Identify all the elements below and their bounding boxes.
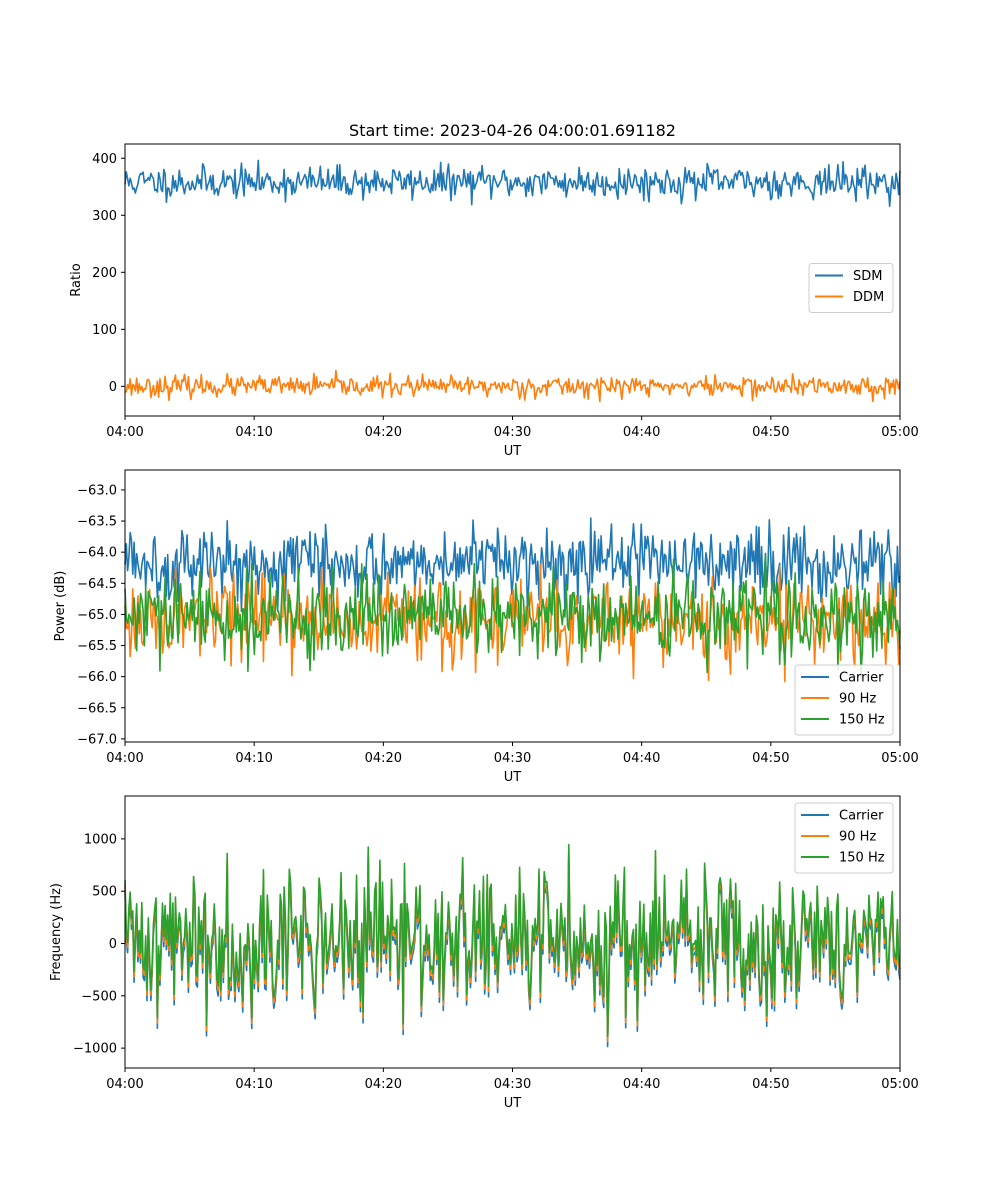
x-tick-label: 04:30 — [494, 1077, 531, 1092]
x-tick-label: 04:20 — [365, 425, 402, 440]
legend-box — [794, 664, 894, 736]
legend: SDM DDM — [808, 263, 894, 313]
y-tick-label: 300 — [92, 209, 117, 224]
legend-box — [794, 802, 894, 874]
x-tick-label: 04:40 — [623, 751, 660, 766]
x-tick-label: 04:10 — [235, 425, 272, 440]
y-tick-label: −500 — [81, 989, 117, 1004]
y-tick-label: 1000 — [84, 832, 117, 847]
axes-frame — [124, 143, 901, 417]
legend-label: 150 Hz — [839, 713, 885, 728]
legend-label: 90 Hz — [839, 692, 876, 707]
legend-label: DDM — [853, 290, 884, 305]
y-tick-label: −63.5 — [77, 515, 117, 530]
legend: Carrier 90 Hz 150 Hz — [794, 664, 894, 736]
x-tick-label: 04:10 — [235, 751, 272, 766]
x-tick-label: 04:00 — [106, 1077, 143, 1092]
subplot-1: 04:00 04:10 04:20 04:30 04:40 04:50 05:00 0 100 2… — [69, 143, 919, 459]
x-tick-label: 04:50 — [752, 1077, 789, 1092]
x-tick-label: 05:00 — [881, 751, 918, 766]
y-tick-label: −64.5 — [77, 577, 117, 592]
y-axis-label: Ratio — [69, 263, 84, 296]
x-tick-label: 04:50 — [752, 751, 789, 766]
y-tick-label: −65.0 — [77, 608, 117, 623]
y-tick-label: 500 — [92, 885, 117, 900]
x-tick-label: 04:00 — [106, 751, 143, 766]
series-line-150-hz — [124, 554, 901, 680]
y-tick-label: −64.0 — [77, 546, 117, 561]
legend-label: 150 Hz — [839, 851, 885, 866]
x-tick-label: 04:00 — [106, 425, 143, 440]
subplot-2: 04:00 04:10 04:20 04:30 04:40 04:50 05:00 −63.0… — [53, 469, 919, 785]
legend-label: SDM — [853, 269, 882, 284]
legend-label: Carrier — [839, 809, 884, 824]
y-tick-label: −1000 — [73, 1042, 117, 1057]
legend: Carrier 90 Hz 150 Hz — [794, 802, 894, 874]
x-tick-label: 04:10 — [235, 1077, 272, 1092]
figure-title: Start time: 2023-04-26 04:00:01.691182 — [349, 121, 676, 140]
y-tick-label: 100 — [92, 323, 117, 338]
y-axis-label: Power (dB) — [53, 571, 68, 642]
y-tick-label: −66.0 — [77, 670, 117, 685]
y-tick-label: 200 — [92, 266, 117, 281]
legend-label: Carrier — [839, 671, 884, 686]
series-line-sdm — [124, 159, 901, 208]
x-axis-label: UT — [504, 444, 522, 459]
series-line-150-hz — [124, 843, 901, 1037]
y-tick-label: −63.0 — [77, 483, 117, 498]
y-tick-label: −66.5 — [77, 701, 117, 716]
x-tick-label: 04:40 — [623, 1077, 660, 1092]
series-line-carrier — [124, 517, 901, 613]
y-axis-label: Frequency (Hz) — [49, 883, 64, 981]
y-tick-label: −65.5 — [77, 639, 117, 654]
x-tick-label: 04:40 — [623, 425, 660, 440]
x-axis-label: UT — [504, 770, 522, 785]
x-tick-label: 04:30 — [494, 751, 531, 766]
legend-label: 90 Hz — [839, 830, 876, 845]
subplot-3: 04:00 04:10 04:20 04:30 04:40 04:50 05:00 1000 5… — [49, 795, 919, 1111]
x-tick-label: 05:00 — [881, 1077, 918, 1092]
x-axis-label: UT — [504, 1096, 522, 1111]
x-tick-label: 04:20 — [365, 1077, 402, 1092]
series-line-ddm — [124, 369, 901, 403]
y-tick-label: 400 — [92, 152, 117, 167]
x-tick-label: 04:30 — [494, 425, 531, 440]
x-tick-label: 04:50 — [752, 425, 789, 440]
y-tick-label: 0 — [109, 380, 117, 395]
y-tick-label: 0 — [109, 937, 117, 952]
x-tick-label: 04:20 — [365, 751, 402, 766]
x-tick-label: 05:00 — [881, 425, 918, 440]
y-tick-label: −67.0 — [77, 732, 117, 747]
